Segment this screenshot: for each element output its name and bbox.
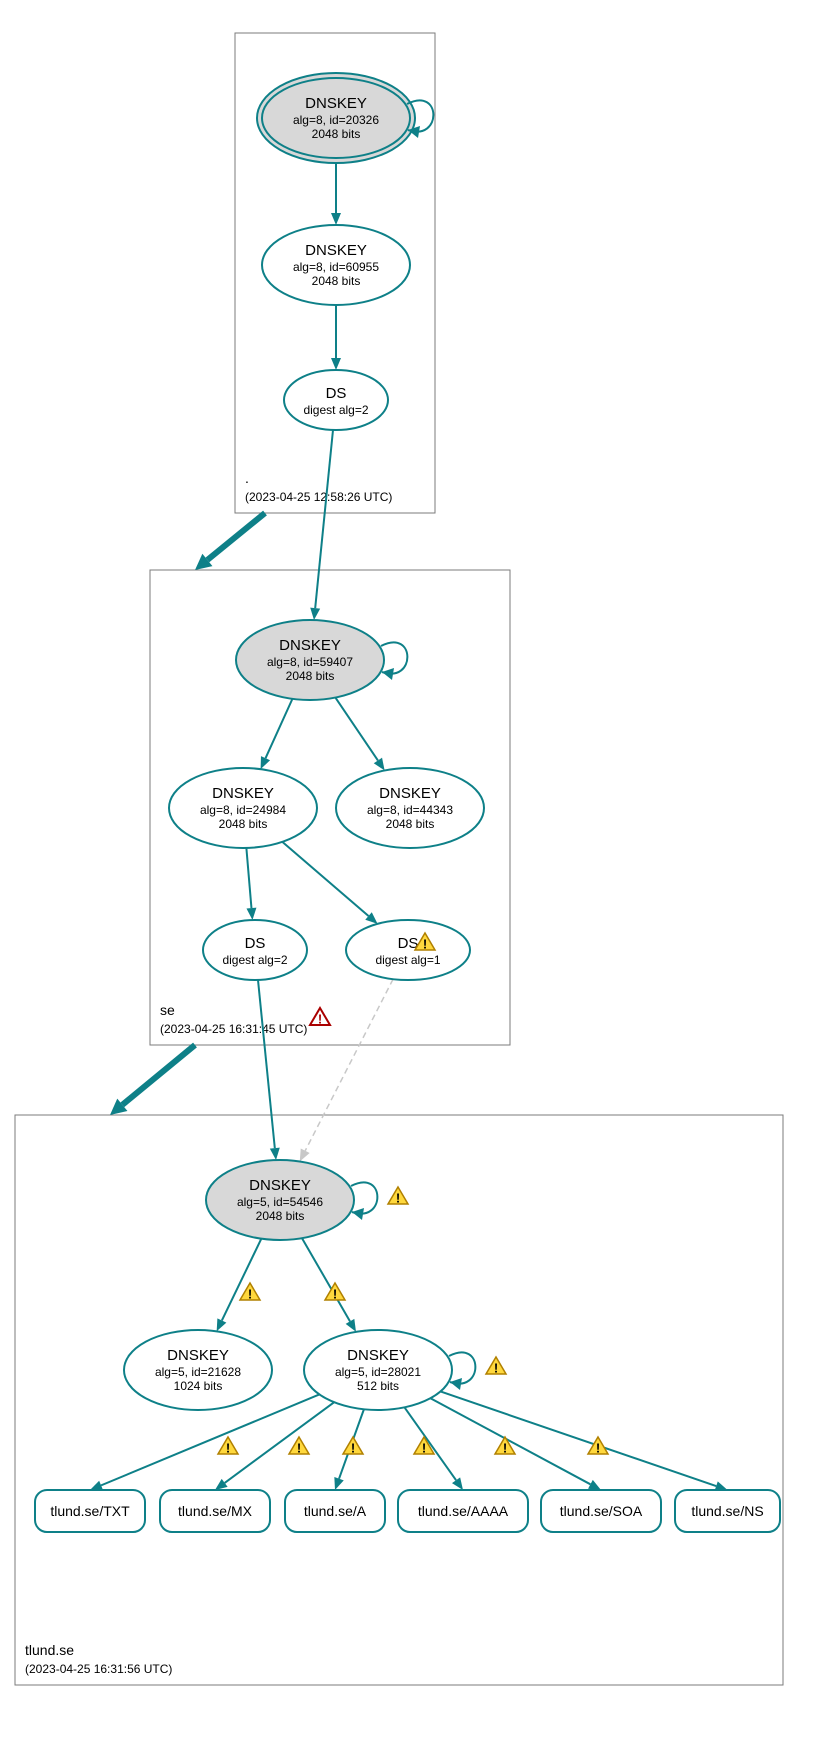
svg-text:DS: DS (245, 935, 266, 952)
svg-text:2048 bits: 2048 bits (286, 669, 335, 683)
svg-text:tlund.se/NS: tlund.se/NS (691, 1503, 763, 1519)
zone-connector (207, 513, 265, 560)
warning-icon: ! (343, 1437, 363, 1456)
node-root_ds: DSdigest alg=2 (284, 370, 388, 430)
node-root_ksk: DNSKEYalg=8, id=203262048 bits (257, 73, 433, 163)
warning-icon: ! (588, 1437, 608, 1456)
svg-text:tlund.se/MX: tlund.se/MX (178, 1503, 253, 1519)
svg-text:2048 bits: 2048 bits (312, 127, 361, 141)
svg-text:2048 bits: 2048 bits (219, 817, 268, 831)
svg-text:!: ! (351, 1441, 355, 1456)
svg-text:512 bits: 512 bits (357, 1379, 399, 1393)
svg-text:!: ! (396, 1191, 400, 1206)
warning-icon: ! (388, 1187, 408, 1206)
svg-text:!: ! (422, 1441, 426, 1456)
svg-text:digest alg=2: digest alg=2 (303, 403, 368, 417)
svg-text:DNSKEY: DNSKEY (379, 785, 441, 802)
zone-connector (122, 1045, 195, 1105)
svg-text:alg=8, id=20326: alg=8, id=20326 (293, 113, 379, 127)
node-se_zsk1: DNSKEYalg=8, id=249842048 bits (169, 768, 317, 848)
svg-text:!: ! (297, 1441, 301, 1456)
svg-text:DNSKEY: DNSKEY (279, 637, 341, 654)
svg-text:!: ! (333, 1287, 337, 1302)
svg-text:!: ! (503, 1441, 507, 1456)
node-se_ds1: DSdigest alg=2 (203, 920, 307, 980)
warning-icon: ! (289, 1437, 309, 1456)
node-se_zsk2: DNSKEYalg=8, id=443432048 bits (336, 768, 484, 848)
node-tl_zsk2: DNSKEYalg=5, id=28021512 bits (304, 1330, 475, 1410)
svg-text:DNSKEY: DNSKEY (249, 1177, 311, 1194)
warning-icon: ! (240, 1283, 260, 1302)
svg-text:digest alg=2: digest alg=2 (222, 953, 287, 967)
svg-text:DNSKEY: DNSKEY (305, 95, 367, 112)
svg-text:tlund.se/AAAA: tlund.se/AAAA (418, 1503, 509, 1519)
rr-rr_txt: tlund.se/TXT (35, 1490, 145, 1532)
svg-text:alg=5, id=54546: alg=5, id=54546 (237, 1195, 323, 1209)
zone-timestamp-se: (2023-04-25 16:31:45 UTC) (160, 1022, 307, 1036)
svg-text:2048 bits: 2048 bits (386, 817, 435, 831)
node-tl_zsk1: DNSKEYalg=5, id=216281024 bits (124, 1330, 272, 1410)
svg-text:alg=8, id=24984: alg=8, id=24984 (200, 803, 286, 817)
rr-rr_aaaa: tlund.se/AAAA (398, 1490, 528, 1532)
warning-icon: ! (495, 1437, 515, 1456)
svg-text:DNSKEY: DNSKEY (305, 242, 367, 259)
diagram-canvas: . (2023-04-25 12:58:26 UTC) se (2023-04-25 … (0, 0, 836, 1746)
svg-text:DS: DS (326, 385, 347, 402)
svg-text:1024 bits: 1024 bits (174, 1379, 223, 1393)
warning-icon: ! (325, 1283, 345, 1302)
zone-label-tlund: tlund.se (25, 1642, 74, 1658)
rr-rr_ns: tlund.se/NS (675, 1490, 780, 1532)
zone-timestamp-root: (2023-04-25 12:58:26 UTC) (245, 490, 392, 504)
svg-text:DNSKEY: DNSKEY (347, 1347, 409, 1364)
error-icon: ! (310, 1008, 330, 1027)
rr-rr_a: tlund.se/A (285, 1490, 385, 1532)
svg-text:alg=8, id=44343: alg=8, id=44343 (367, 803, 453, 817)
svg-text:alg=8, id=60955: alg=8, id=60955 (293, 260, 379, 274)
svg-text:!: ! (423, 937, 427, 952)
node-se_ksk: DNSKEYalg=8, id=594072048 bits (236, 620, 407, 700)
warning-icon: ! (218, 1437, 238, 1456)
node-se_ds2: DSdigest alg=1 (346, 920, 470, 980)
svg-text:!: ! (596, 1441, 600, 1456)
svg-text:2048 bits: 2048 bits (312, 274, 361, 288)
svg-text:tlund.se/TXT: tlund.se/TXT (50, 1503, 130, 1519)
svg-text:alg=5, id=28021: alg=5, id=28021 (335, 1365, 421, 1379)
svg-text:alg=8, id=59407: alg=8, id=59407 (267, 655, 353, 669)
node-tl_ksk: DNSKEYalg=5, id=545462048 bits (206, 1160, 377, 1240)
svg-text:!: ! (248, 1287, 252, 1302)
svg-text:tlund.se/A: tlund.se/A (304, 1503, 367, 1519)
svg-text:tlund.se/SOA: tlund.se/SOA (560, 1503, 643, 1519)
zone-label-root: . (245, 470, 249, 486)
warning-icon: ! (486, 1357, 506, 1376)
svg-text:!: ! (226, 1441, 230, 1456)
zone-timestamp-tlund: (2023-04-25 16:31:56 UTC) (25, 1662, 172, 1676)
svg-text:digest alg=1: digest alg=1 (375, 953, 440, 967)
svg-text:DNSKEY: DNSKEY (167, 1347, 229, 1364)
svg-text:!: ! (318, 1012, 322, 1027)
rr-rr_mx: tlund.se/MX (160, 1490, 270, 1532)
svg-text:!: ! (494, 1361, 498, 1376)
svg-text:2048 bits: 2048 bits (256, 1209, 305, 1223)
zone-label-se: se (160, 1002, 175, 1018)
svg-text:alg=5, id=21628: alg=5, id=21628 (155, 1365, 241, 1379)
node-root_zsk: DNSKEYalg=8, id=609552048 bits (262, 225, 410, 305)
svg-text:DNSKEY: DNSKEY (212, 785, 274, 802)
rr-rr_soa: tlund.se/SOA (541, 1490, 661, 1532)
